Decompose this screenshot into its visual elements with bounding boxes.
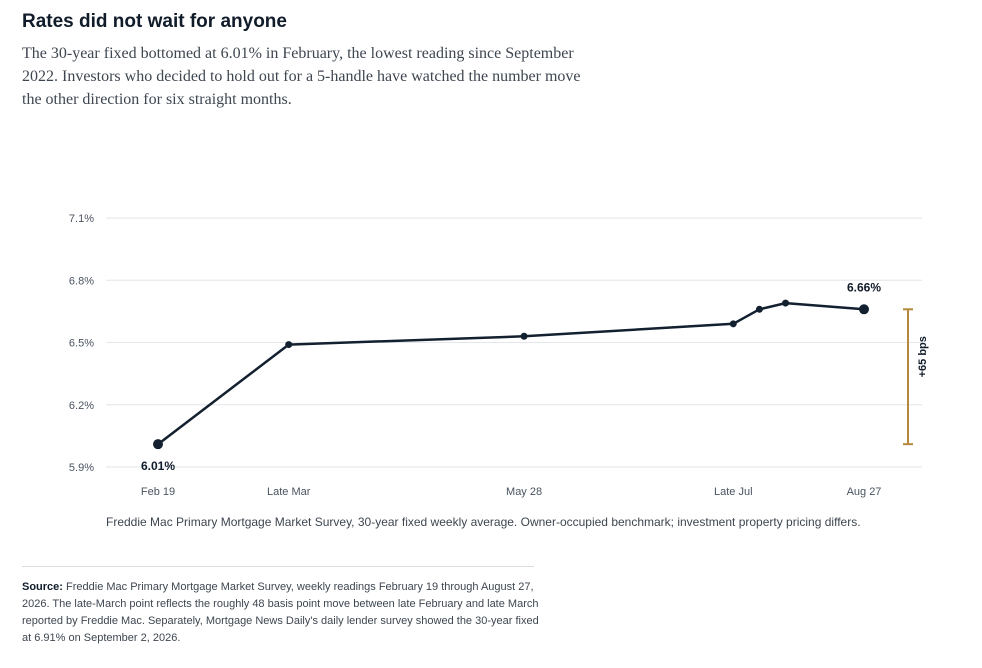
divider bbox=[22, 566, 534, 567]
x-tick-label: Aug 27 bbox=[847, 486, 882, 498]
y-tick-label: 6.5% bbox=[69, 338, 94, 350]
data-point bbox=[782, 299, 790, 307]
start-value-label: 6.01% bbox=[141, 459, 175, 473]
series-line bbox=[157, 301, 865, 446]
endpoint-marker bbox=[859, 304, 869, 315]
x-tick-label: Late Jul bbox=[714, 486, 753, 498]
y-tick-label: 5.9% bbox=[69, 462, 94, 474]
x-tick-label: May 28 bbox=[506, 486, 542, 498]
end-value-label: 6.66% bbox=[847, 280, 881, 294]
source-note: Source: Freddie Mac Primary Mortgage Mar… bbox=[22, 579, 542, 647]
source-label: Source: bbox=[22, 581, 63, 593]
data-point bbox=[520, 332, 528, 340]
y-tick-label: 7.1% bbox=[69, 213, 94, 225]
change-label: +65 bps bbox=[917, 336, 929, 377]
y-tick-label: 6.8% bbox=[69, 275, 94, 287]
line-chart: 5.9% 6.2% 6.5% 6.8% 7.1% Feb 19 Late Mar May 28… bbox=[69, 213, 929, 498]
data-point bbox=[729, 320, 737, 328]
x-tick-label: Late Mar bbox=[267, 486, 311, 498]
endpoint-marker bbox=[153, 439, 163, 450]
chart-subtitle: The 30-year fixed bottomed at 6.01% in F… bbox=[22, 45, 581, 108]
x-tick-label: Feb 19 bbox=[141, 486, 175, 498]
chart-caption: Freddie Mac Primary Mortgage Market Surv… bbox=[106, 515, 861, 529]
chart-title: Rates did not wait for anyone bbox=[22, 11, 287, 32]
source-text: Freddie Mac Primary Mortgage Market Surv… bbox=[22, 581, 539, 644]
y-tick-label: 6.2% bbox=[69, 400, 94, 412]
data-point bbox=[285, 341, 293, 349]
data-point bbox=[755, 305, 763, 313]
